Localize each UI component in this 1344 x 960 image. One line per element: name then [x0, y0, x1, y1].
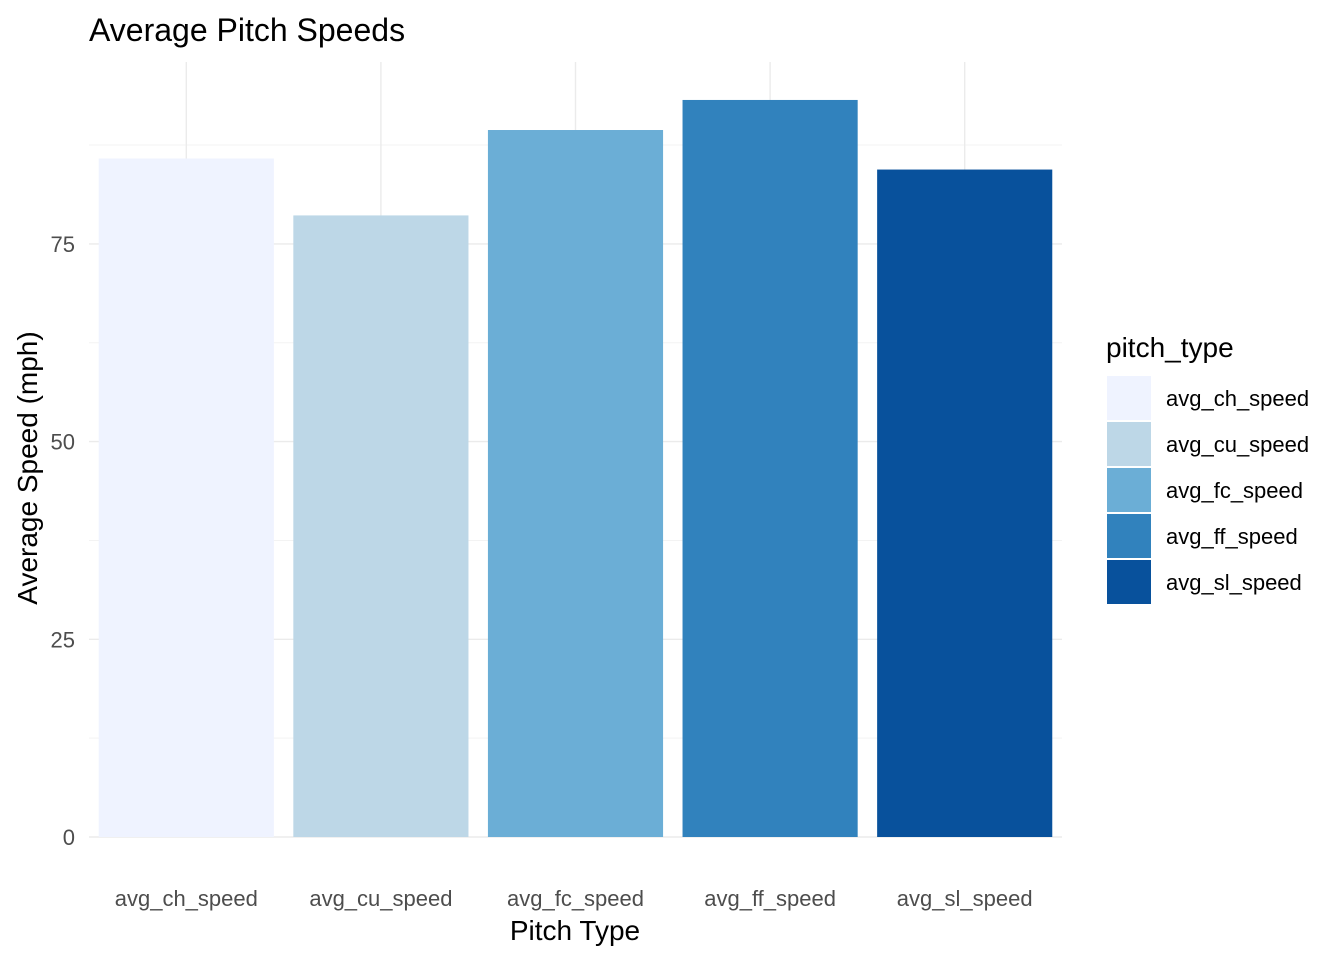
legend-label-avg_ch_speed: avg_ch_speed — [1166, 386, 1309, 411]
legend-label-avg_ff_speed: avg_ff_speed — [1166, 524, 1298, 549]
legend-label-avg_sl_speed: avg_sl_speed — [1166, 570, 1302, 595]
y-axis-ticks: 0 25 50 75 — [51, 232, 75, 850]
legend-label-avg_fc_speed: avg_fc_speed — [1166, 478, 1303, 503]
y-tick-label: 50 — [51, 430, 75, 455]
x-tick-label: avg_ch_speed — [115, 886, 258, 911]
legend-key-avg_ff_speed — [1107, 514, 1151, 558]
legend-label-avg_cu_speed: avg_cu_speed — [1166, 432, 1309, 457]
legend: pitch_type avg_ch_speed avg_cu_speed avg_f… — [1106, 332, 1309, 604]
y-tick-label: 0 — [63, 825, 75, 850]
bar-avg_fc_speed — [487, 130, 664, 838]
y-tick-label: 75 — [51, 232, 75, 257]
legend-key-avg_cu_speed — [1107, 422, 1151, 466]
x-axis-ticks: avg_ch_speed avg_cu_speed avg_fc_speed avg_… — [115, 886, 1033, 911]
bar-avg_sl_speed — [877, 169, 1053, 837]
bars — [98, 99, 1053, 838]
legend-key-avg_sl_speed — [1107, 560, 1151, 604]
x-tick-label: avg_sl_speed — [897, 886, 1033, 911]
legend-key-avg_fc_speed — [1107, 468, 1151, 512]
legend-items: avg_ch_speed avg_cu_speed avg_fc_speed avg_… — [1107, 376, 1309, 604]
bar-avg_ch_speed — [98, 158, 274, 837]
x-tick-label: avg_ff_speed — [704, 886, 836, 911]
y-tick-label: 25 — [51, 627, 75, 652]
bar-avg_ff_speed — [682, 99, 858, 838]
x-axis-title: Pitch Type — [510, 915, 640, 946]
chart-title: Average Pitch Speeds — [89, 12, 405, 48]
x-tick-label: avg_fc_speed — [507, 886, 644, 911]
y-axis-title: Average Speed (mph) — [12, 331, 43, 604]
bar-avg_cu_speed — [293, 215, 469, 838]
legend-title: pitch_type — [1106, 332, 1234, 363]
x-tick-label: avg_cu_speed — [309, 886, 452, 911]
legend-key-avg_ch_speed — [1107, 376, 1151, 420]
